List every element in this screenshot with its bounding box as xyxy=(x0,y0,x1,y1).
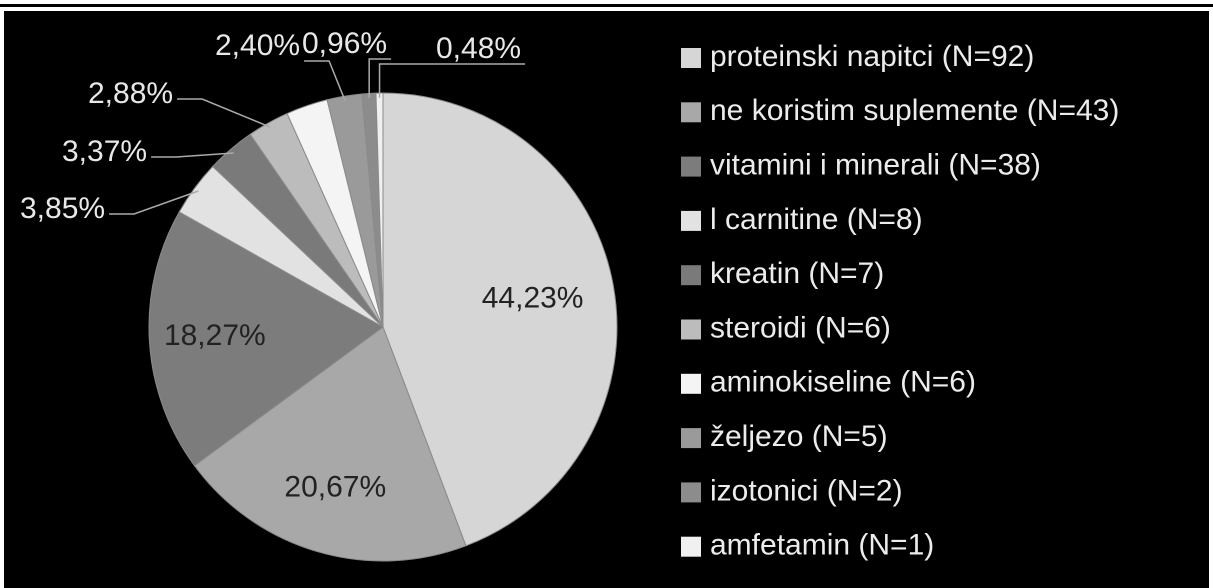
legend-label: ne koristim suplemente (N=43) xyxy=(710,94,1119,127)
legend-label: izotonici (N=2) xyxy=(710,474,903,507)
data-label: 0,96% xyxy=(302,27,387,60)
legend-label: aminokiseline (N=6) xyxy=(710,366,976,399)
leader-line xyxy=(304,60,346,102)
legend-label: amfetamin (N=1) xyxy=(710,529,934,562)
data-label: 3,85% xyxy=(20,192,105,225)
legend-swatch xyxy=(681,319,701,340)
legend-swatch xyxy=(681,482,701,503)
legend-swatch xyxy=(681,210,701,231)
leader-line xyxy=(177,98,271,128)
leader-line xyxy=(109,190,199,215)
leader-line xyxy=(151,152,234,158)
data-label: 44,23% xyxy=(482,282,584,315)
pie-slice xyxy=(382,92,618,547)
leader-line xyxy=(368,58,392,99)
legend-label: željezo (N=5) xyxy=(710,420,888,453)
top-rule xyxy=(0,4,1213,7)
legend-label: vitamini i minerali (N=38) xyxy=(710,149,1041,182)
leader-line xyxy=(378,63,526,98)
legend-swatch xyxy=(681,428,701,449)
legend-swatch xyxy=(681,48,701,68)
data-label: 20,67% xyxy=(284,471,386,504)
data-label: 0,48% xyxy=(436,32,521,65)
data-label: 2,40% xyxy=(215,29,300,62)
legend-swatch xyxy=(681,156,701,177)
legend-swatch xyxy=(681,373,701,394)
legend-label: kreatin (N=7) xyxy=(710,257,884,290)
data-label: 3,37% xyxy=(62,135,147,168)
pie-slice xyxy=(148,211,384,467)
legend-swatch xyxy=(681,102,701,123)
data-label: 2,88% xyxy=(88,77,173,110)
legend-label: l carnitine (N=8) xyxy=(710,203,923,236)
legend-label: proteinski napitci (N=92) xyxy=(710,40,1034,73)
legend-swatch xyxy=(681,265,701,286)
legend-swatch xyxy=(681,536,701,557)
data-label: 18,27% xyxy=(164,319,266,352)
legend-label: steroidi (N=6) xyxy=(710,311,891,344)
pie-slice xyxy=(193,326,467,562)
